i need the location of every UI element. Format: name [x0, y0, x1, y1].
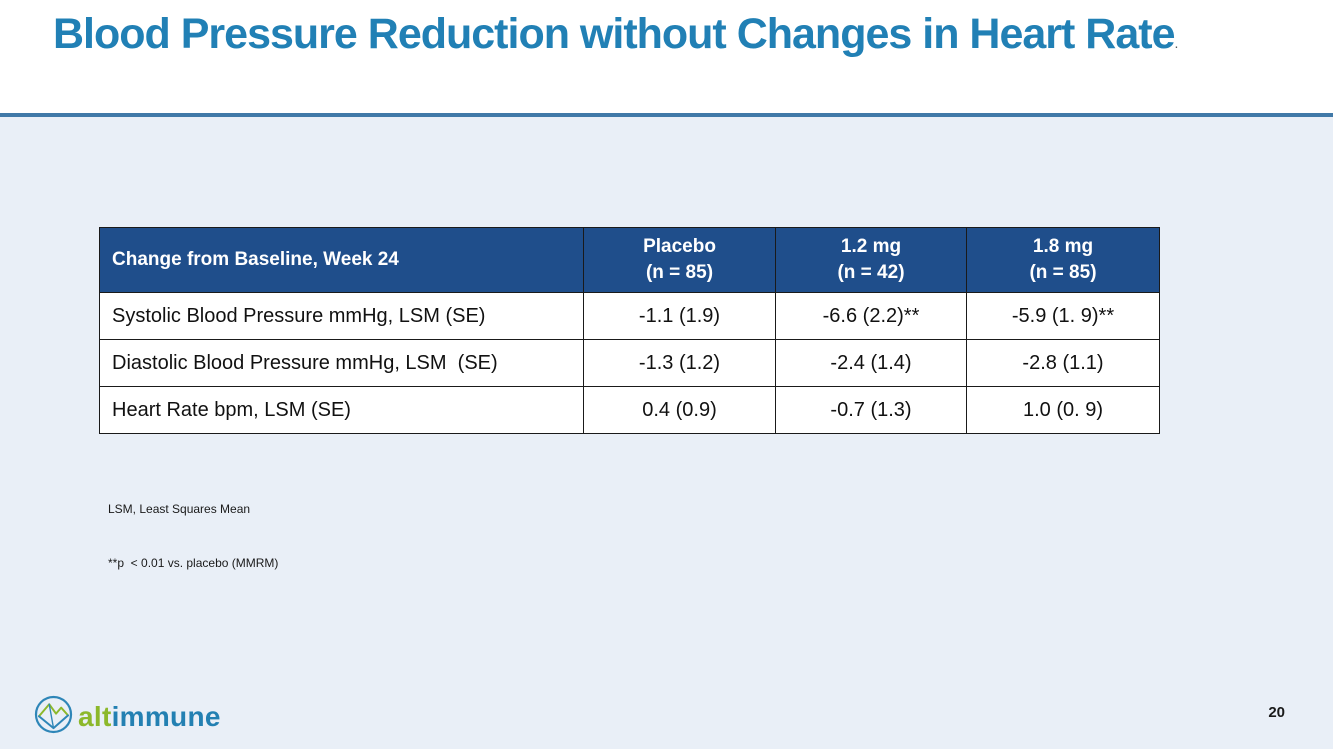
header-col-1-8mg: 1.8 mg (n = 85) — [966, 227, 1160, 293]
row-label: Systolic Blood Pressure mmHg, LSM (SE) — [99, 292, 584, 340]
altimmune-logo: altimmune — [33, 694, 221, 740]
footnotes: LSM, Least Squares Mean **p < 0.01 vs. p… — [108, 464, 278, 608]
table-row-diastolic: Diastolic Blood Pressure mmHg, LSM (SE) … — [99, 339, 1160, 387]
title-band: Blood Pressure Reduction without Changes… — [0, 0, 1333, 117]
header-col-placebo: Placebo (n = 85) — [583, 227, 776, 293]
table-row-systolic: Systolic Blood Pressure mmHg, LSM (SE) -… — [99, 292, 1160, 340]
cell-value: -5.9 (1. 9)** — [966, 292, 1160, 340]
altimmune-logo-text: altimmune — [78, 701, 221, 732]
page-title-period: . — [1174, 35, 1179, 51]
cell-value: -1.1 (1.9) — [583, 292, 776, 340]
page-title-text: Blood Pressure Reduction without Changes… — [53, 10, 1175, 58]
cell-value: 0.4 (0.9) — [583, 386, 776, 434]
row-label: Heart Rate bpm, LSM (SE) — [99, 386, 584, 434]
altimmune-logo-icon — [33, 694, 74, 740]
cell-value: -2.4 (1.4) — [775, 339, 967, 387]
cell-value: -1.3 (1.2) — [583, 339, 776, 387]
cell-value: -0.7 (1.3) — [775, 386, 967, 434]
header-col-1-2mg: 1.2 mg (n = 42) — [775, 227, 967, 293]
page-number: 20 — [1268, 704, 1285, 721]
table-row-heart-rate: Heart Rate bpm, LSM (SE) 0.4 (0.9) -0.7 … — [99, 386, 1160, 434]
footnote-pvalue: **p < 0.01 vs. placebo (MMRM) — [108, 556, 279, 570]
footnote-lsm: LSM, Least Squares Mean — [108, 502, 251, 516]
results-table: Change from Baseline, Week 24 Placebo (n… — [99, 227, 1160, 434]
row-label: Diastolic Blood Pressure mmHg, LSM (SE) — [99, 339, 584, 387]
page-title: Blood Pressure Reduction without Changes… — [53, 8, 1233, 60]
table-header-row: Change from Baseline, Week 24 Placebo (n… — [99, 227, 1160, 293]
cell-value: -2.8 (1.1) — [966, 339, 1160, 387]
cell-value: -6.6 (2.2)** — [775, 292, 967, 340]
header-row-label: Change from Baseline, Week 24 — [99, 227, 584, 293]
cell-value: 1.0 (0. 9) — [966, 386, 1160, 434]
